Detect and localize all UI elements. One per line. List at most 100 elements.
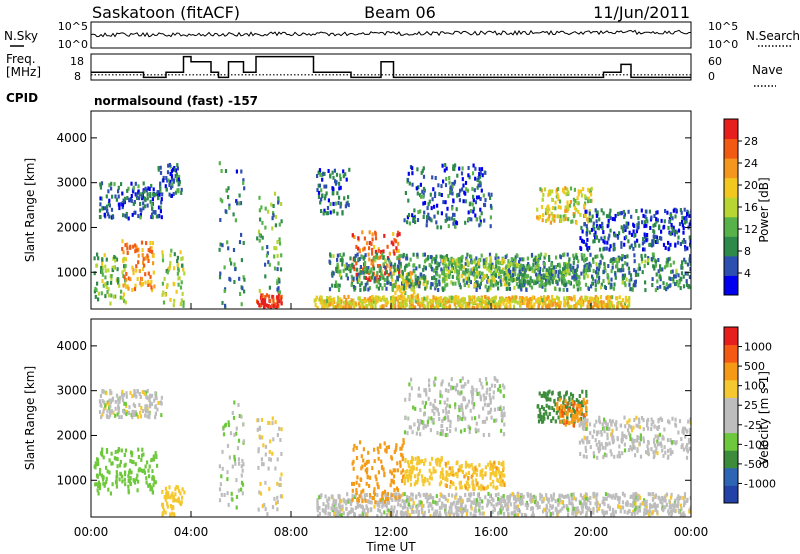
power-cell <box>280 202 283 206</box>
power-cell <box>136 248 139 253</box>
power-cell <box>486 301 489 306</box>
velocity-cell <box>589 501 592 506</box>
velocity-cell <box>131 394 134 399</box>
velocity-cell <box>152 483 155 488</box>
power-cell <box>599 285 603 290</box>
velocity-cell <box>545 493 548 498</box>
velocity-cell <box>337 495 340 500</box>
velocity-cell <box>139 414 142 419</box>
power-cell <box>378 296 381 301</box>
power-cell <box>547 216 550 221</box>
power-cell <box>584 257 587 262</box>
power-cell <box>121 239 124 244</box>
velocity-cell <box>367 450 370 455</box>
power-cell <box>658 236 661 241</box>
power-cell <box>422 186 426 191</box>
power-cell <box>498 300 501 304</box>
power-cell <box>540 252 543 257</box>
velocity-cell <box>107 487 110 492</box>
power-cell <box>242 181 245 185</box>
power-cell <box>591 214 594 219</box>
power-cell <box>667 225 670 230</box>
velocity-cell <box>137 447 140 452</box>
power-cell <box>395 246 398 251</box>
power-cell <box>344 172 347 177</box>
velocity-cell <box>644 501 647 506</box>
power-cell <box>586 227 589 232</box>
velocity-cell <box>171 491 174 496</box>
power-cell <box>435 283 439 288</box>
power-cell <box>143 263 146 268</box>
velocity-cell <box>97 462 100 466</box>
power-cell <box>242 178 245 183</box>
power-cell <box>433 204 436 209</box>
power-cell <box>644 280 647 285</box>
velocity-cell <box>264 507 267 512</box>
power-cell <box>169 179 172 184</box>
power-cell <box>183 271 186 276</box>
velocity-cell <box>527 503 530 508</box>
velocity-cell <box>609 494 612 499</box>
velocity-cell <box>268 457 271 462</box>
power-cell <box>502 267 505 272</box>
power-cell <box>468 278 471 283</box>
power-cell <box>440 267 443 272</box>
velocity-cell <box>384 497 388 501</box>
power-cell <box>554 265 558 269</box>
power-cell <box>546 269 549 274</box>
power-cell <box>480 296 483 301</box>
power-cell <box>321 304 324 309</box>
power-cell <box>166 170 170 175</box>
power-cell <box>229 277 232 282</box>
power-cell <box>519 297 522 302</box>
velocity-cell <box>402 512 405 517</box>
power-cell <box>242 241 245 245</box>
velocity-cell <box>438 498 441 503</box>
power-cell <box>514 263 517 268</box>
power-cell <box>460 266 463 271</box>
power-cell <box>474 260 477 265</box>
power-cell <box>537 297 540 301</box>
power-cell <box>401 291 404 296</box>
power-cell <box>370 261 373 266</box>
power-cell <box>393 262 397 267</box>
power-cell <box>487 300 491 305</box>
velocity-cell <box>149 487 152 492</box>
velocity-cell <box>355 491 358 496</box>
power-cell <box>567 279 570 284</box>
power-cell <box>270 202 273 207</box>
power-cell <box>632 229 635 234</box>
power-cell <box>497 274 501 279</box>
power-cell <box>107 268 110 273</box>
power-cell <box>337 302 340 306</box>
power-cell <box>574 199 577 203</box>
power-cell <box>408 279 411 283</box>
power-cell <box>563 278 566 283</box>
velocity-cell <box>135 394 138 399</box>
power-cell <box>564 214 567 218</box>
velocity-cell <box>381 494 384 499</box>
power-cell <box>362 267 365 272</box>
power-cell <box>689 219 691 224</box>
power-cell <box>609 301 612 306</box>
velocity-cell <box>237 488 240 493</box>
velocity-cell <box>491 497 494 501</box>
power-cell <box>141 267 145 272</box>
power-cell <box>594 283 597 288</box>
power-cell <box>623 242 626 247</box>
power-cell <box>677 228 681 233</box>
power-cell <box>486 288 489 293</box>
power-cell <box>656 239 659 244</box>
velocity-cell <box>333 509 336 514</box>
velocity-cell <box>176 485 179 490</box>
power-cell <box>374 295 377 300</box>
power-cell <box>489 259 492 264</box>
velocity-cell <box>476 500 479 505</box>
power-cell <box>540 273 543 278</box>
power-cell <box>519 272 522 277</box>
power-cell <box>99 182 102 187</box>
velocity-cell <box>401 498 404 503</box>
velocity-cell <box>172 498 175 503</box>
velocity-cell <box>522 494 525 499</box>
